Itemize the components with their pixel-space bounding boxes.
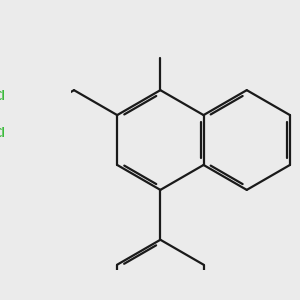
Text: Cl: Cl [0,90,5,103]
Text: Cl: Cl [0,127,5,140]
